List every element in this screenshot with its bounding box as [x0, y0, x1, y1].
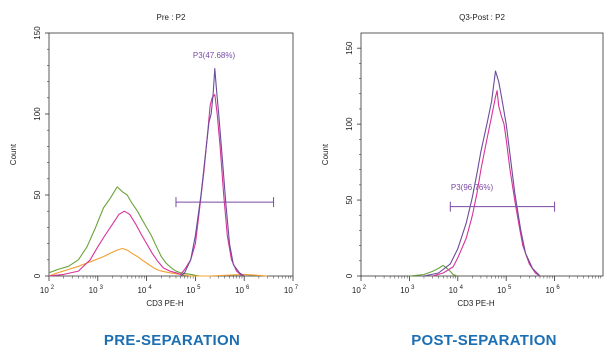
- y-tick-label: 50: [345, 195, 354, 204]
- x-tick-label: 10 3: [89, 285, 104, 295]
- x-tick-label: 10 4: [449, 285, 464, 295]
- histogram-series-line: [432, 90, 541, 277]
- y-tick-label: 100: [345, 117, 354, 131]
- x-tick-base: 10: [284, 286, 293, 295]
- x-tick-base: 10: [89, 286, 98, 295]
- x-tick-base: 10: [400, 286, 409, 295]
- x-tick-base: 10: [40, 286, 49, 295]
- x-tick-exponent: 4: [460, 285, 464, 291]
- x-tick-label: 10 4: [137, 285, 152, 295]
- x-tick-exponent: 3: [411, 285, 415, 291]
- x-tick-label: 10 3: [400, 285, 415, 295]
- histogram-series-line: [409, 264, 458, 277]
- x-tick-exponent: 6: [556, 285, 560, 291]
- y-axis-label: Count: [321, 143, 330, 165]
- y-tick-label: 150: [345, 41, 354, 55]
- caption-post-separation: POST-SEPARATION: [411, 332, 557, 348]
- x-tick-base: 10: [449, 286, 458, 295]
- x-tick-label: 10 2: [40, 285, 55, 295]
- x-axis-label: CD3 PE-H: [457, 299, 495, 308]
- x-tick-exponent: 7: [295, 285, 299, 291]
- x-tick-exponent: 5: [508, 285, 512, 291]
- panel-title: Pre : P2: [157, 13, 186, 22]
- x-tick-label: 10 5: [497, 285, 512, 295]
- x-tick-label: 10 6: [545, 285, 560, 295]
- gate-label: P3(47.68%): [193, 51, 236, 60]
- x-tick-base: 10: [497, 286, 506, 295]
- histogram-series-line: [48, 186, 200, 277]
- histogram-series-line: [423, 70, 541, 277]
- x-axis-label: CD3 PE-H: [146, 299, 184, 308]
- x-tick-base: 10: [137, 286, 146, 295]
- histogram-series-line: [180, 68, 245, 277]
- x-tick-label: 10 7: [284, 285, 299, 295]
- x-tick-label: 10 5: [186, 285, 201, 295]
- x-tick-label: 10 6: [235, 285, 250, 295]
- y-tick-label: 0: [345, 273, 354, 278]
- x-tick-exponent: 3: [100, 285, 104, 291]
- x-tick-label: 10 2: [352, 285, 367, 295]
- panel-title: Q3-Post : P2: [459, 13, 505, 22]
- x-tick-base: 10: [235, 286, 244, 295]
- caption-pre-separation: PRE-SEPARATION: [104, 332, 240, 348]
- x-tick-exponent: 5: [197, 285, 201, 291]
- y-tick-label: 0: [33, 273, 42, 278]
- x-tick-base: 10: [186, 286, 195, 295]
- y-tick-label: 100: [33, 107, 42, 121]
- y-tick-label: 50: [33, 190, 42, 199]
- x-tick-exponent: 2: [51, 285, 55, 291]
- y-tick-label: 150: [33, 26, 42, 40]
- x-tick-exponent: 6: [246, 285, 250, 291]
- histogram-series-line: [48, 94, 243, 277]
- gate-label: P3(96.76%): [451, 183, 494, 192]
- x-tick-base: 10: [545, 286, 554, 295]
- x-tick-exponent: 2: [363, 285, 367, 291]
- plot-frame: [360, 32, 604, 277]
- y-axis-label: Count: [9, 143, 18, 165]
- x-tick-base: 10: [352, 286, 361, 295]
- x-tick-exponent: 4: [148, 285, 152, 291]
- plot-frame: [48, 32, 294, 277]
